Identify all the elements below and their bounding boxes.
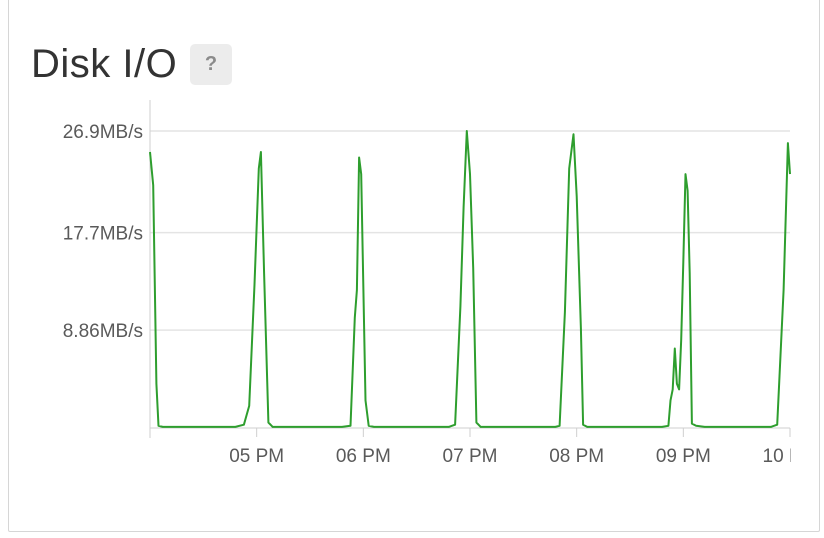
- y-tick-labels: 8.86MB/s 17.7MB/s 26.9MB/s: [63, 122, 143, 342]
- x-tick-label: 06 PM: [336, 446, 391, 467]
- series-line: [149, 130, 791, 428]
- x-tick-label: 08 PM: [549, 446, 604, 467]
- x-tick-label: 09 PM: [656, 446, 711, 467]
- series-layer: [149, 130, 791, 428]
- y-tick-label: 8.86MB/s: [63, 321, 143, 342]
- x-tick-label: 10 PM: [763, 446, 818, 467]
- panel-title: Disk I/O: [31, 42, 178, 86]
- x-tick-label: 05 PM: [229, 446, 284, 467]
- y-tick-label: 17.7MB/s: [63, 224, 143, 245]
- x-tick-label: 07 PM: [443, 446, 498, 467]
- x-tick-labels: 05 PM 06 PM 07 PM 08 PM 09 PM 10 PM: [149, 428, 818, 467]
- help-button[interactable]: ?: [190, 44, 232, 85]
- disk-io-panel: [8, 0, 820, 532]
- y-tick-label: 26.9MB/s: [63, 122, 143, 143]
